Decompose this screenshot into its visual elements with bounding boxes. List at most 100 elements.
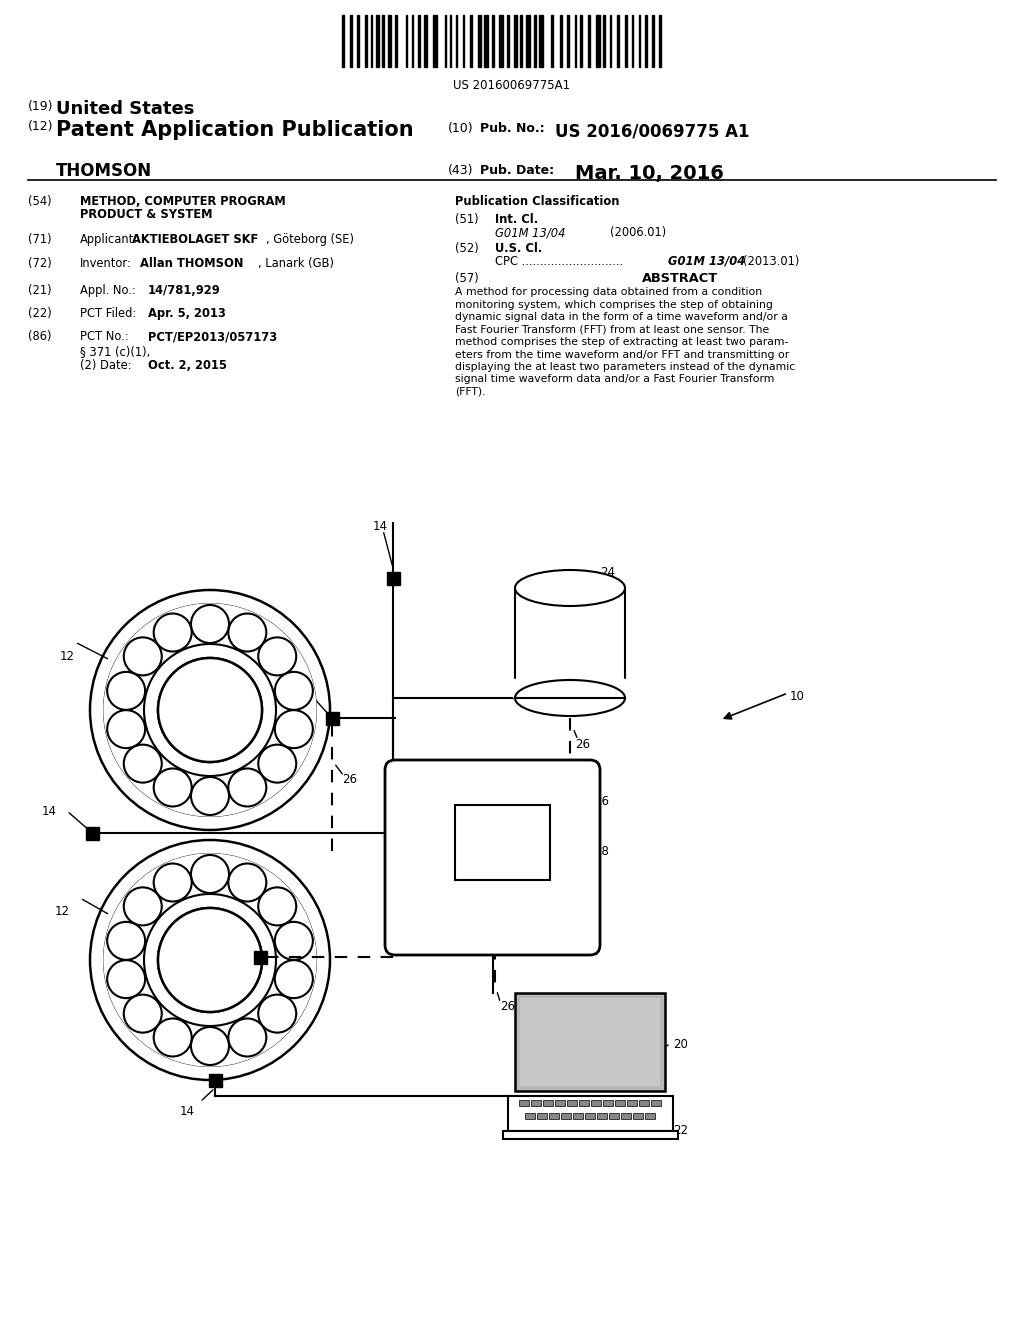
Circle shape — [108, 960, 145, 998]
Ellipse shape — [515, 570, 625, 606]
Bar — [596, 15, 599, 67]
Text: 26: 26 — [501, 1001, 515, 1012]
Circle shape — [258, 638, 296, 676]
Bar — [603, 15, 604, 67]
Bar — [651, 1100, 662, 1106]
Text: US 2016/0069775 A1: US 2016/0069775 A1 — [555, 121, 750, 140]
Circle shape — [258, 744, 296, 783]
Text: A method for processing data obtained from a condition: A method for processing data obtained fr… — [455, 286, 762, 297]
Bar — [492, 15, 494, 67]
Bar — [603, 1100, 613, 1106]
Bar — [508, 1096, 673, 1131]
Bar — [597, 1113, 607, 1119]
Text: 26: 26 — [270, 972, 285, 985]
Bar — [433, 15, 437, 67]
Bar — [418, 15, 420, 67]
Bar — [567, 1100, 577, 1106]
Circle shape — [228, 863, 266, 902]
Bar — [513, 678, 627, 697]
Text: Appl. No.:: Appl. No.: — [80, 284, 136, 297]
Text: AKTIEBOLAGET SKF: AKTIEBOLAGET SKF — [132, 234, 258, 246]
Text: (86): (86) — [28, 330, 51, 343]
Circle shape — [258, 887, 296, 925]
Text: method comprises the step of extracting at least two param-: method comprises the step of extracting … — [455, 337, 788, 347]
Bar — [520, 15, 521, 67]
Text: US 20160069775A1: US 20160069775A1 — [454, 79, 570, 92]
Text: (2) Date:: (2) Date: — [80, 359, 132, 372]
Bar — [424, 15, 427, 67]
Bar — [633, 1113, 643, 1119]
Text: 22: 22 — [673, 1125, 688, 1137]
Text: Apr. 5, 2013: Apr. 5, 2013 — [148, 308, 226, 319]
Circle shape — [158, 657, 262, 762]
Bar — [382, 15, 384, 67]
Bar — [365, 15, 367, 67]
Text: signal time waveform data and/or a Fast Fourier Transform: signal time waveform data and/or a Fast … — [455, 375, 774, 384]
Text: (43): (43) — [449, 164, 473, 177]
Circle shape — [274, 921, 313, 960]
Bar — [534, 15, 536, 67]
Bar — [645, 1113, 655, 1119]
Bar — [632, 15, 633, 67]
Bar — [519, 1100, 529, 1106]
Bar — [254, 950, 266, 964]
Circle shape — [104, 854, 316, 1067]
Text: 26: 26 — [575, 738, 590, 751]
Circle shape — [124, 995, 162, 1032]
Circle shape — [191, 1027, 229, 1065]
Text: Publication Classification: Publication Classification — [455, 195, 620, 209]
Bar — [463, 15, 464, 67]
Text: Allan THOMSON: Allan THOMSON — [140, 257, 244, 271]
Bar — [406, 15, 407, 67]
Bar — [580, 15, 582, 67]
Bar — [342, 15, 343, 67]
Bar — [639, 1100, 649, 1106]
Bar — [559, 15, 562, 67]
Text: 20: 20 — [673, 1038, 688, 1051]
Text: 12: 12 — [55, 906, 70, 917]
Circle shape — [258, 995, 296, 1032]
Text: (2006.01): (2006.01) — [610, 226, 667, 239]
Bar — [386, 572, 399, 585]
Bar — [645, 15, 646, 67]
Circle shape — [108, 672, 145, 710]
Bar — [543, 1100, 553, 1106]
Text: Patent Application Publication: Patent Application Publication — [56, 120, 414, 140]
Text: (54): (54) — [28, 195, 51, 209]
Bar — [615, 1100, 625, 1106]
Text: (22): (22) — [28, 308, 52, 319]
Bar — [376, 15, 379, 67]
Text: Oct. 2, 2015: Oct. 2, 2015 — [148, 359, 227, 372]
Circle shape — [191, 605, 229, 643]
Bar — [209, 1073, 221, 1086]
Bar — [356, 15, 359, 67]
Bar — [574, 15, 575, 67]
Text: , Göteborg (SE): , Göteborg (SE) — [266, 234, 354, 246]
Bar — [526, 15, 530, 67]
Text: 24: 24 — [600, 566, 615, 579]
Text: G01M 13/04: G01M 13/04 — [668, 255, 745, 268]
Text: 14: 14 — [300, 690, 315, 704]
Text: 14/781,929: 14/781,929 — [148, 284, 221, 297]
Bar — [639, 15, 640, 67]
Circle shape — [228, 1019, 266, 1056]
Text: § 371 (c)(1),: § 371 (c)(1), — [80, 345, 151, 358]
Text: PRODUCT & SYSTEM: PRODUCT & SYSTEM — [80, 209, 213, 220]
Circle shape — [191, 777, 229, 814]
Circle shape — [90, 590, 330, 830]
Circle shape — [228, 768, 266, 807]
Text: (51): (51) — [455, 213, 478, 226]
Text: THOMSON: THOMSON — [56, 162, 153, 180]
Bar — [567, 15, 568, 67]
Circle shape — [274, 710, 313, 748]
Bar — [444, 15, 446, 67]
Circle shape — [104, 605, 316, 816]
Bar — [470, 15, 471, 67]
Text: (12): (12) — [28, 120, 53, 133]
FancyBboxPatch shape — [385, 760, 600, 954]
Text: (71): (71) — [28, 234, 51, 246]
Bar — [450, 15, 451, 67]
Text: 10: 10 — [790, 690, 805, 704]
Text: (FFT).: (FFT). — [455, 387, 485, 397]
Circle shape — [191, 855, 229, 894]
